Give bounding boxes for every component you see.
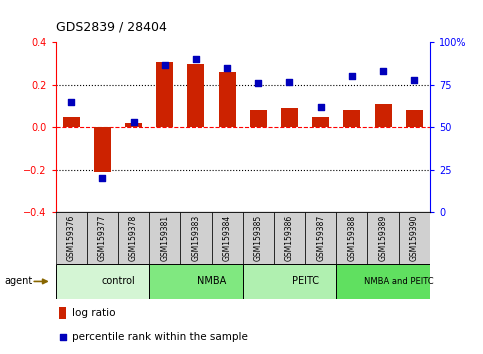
Bar bbox=[305, 212, 336, 264]
Point bbox=[67, 99, 75, 105]
Point bbox=[59, 334, 67, 340]
Bar bbox=[212, 212, 242, 264]
Text: GSM159389: GSM159389 bbox=[379, 215, 387, 261]
Text: GSM159385: GSM159385 bbox=[254, 215, 263, 261]
Point bbox=[379, 69, 387, 74]
Bar bbox=[87, 212, 118, 264]
Text: percentile rank within the sample: percentile rank within the sample bbox=[72, 332, 248, 342]
Text: GSM159384: GSM159384 bbox=[223, 215, 232, 261]
Text: GSM159381: GSM159381 bbox=[160, 215, 169, 261]
Bar bbox=[281, 108, 298, 127]
Point bbox=[161, 62, 169, 67]
Bar bbox=[94, 127, 111, 172]
Bar bbox=[218, 72, 236, 127]
Bar bbox=[118, 212, 149, 264]
Bar bbox=[180, 212, 212, 264]
Text: GSM159377: GSM159377 bbox=[98, 215, 107, 261]
Bar bbox=[125, 123, 142, 127]
Bar bbox=[56, 264, 149, 299]
Text: agent: agent bbox=[5, 276, 33, 286]
Bar bbox=[63, 117, 80, 127]
Point bbox=[99, 176, 106, 181]
Point bbox=[317, 104, 325, 110]
Bar bbox=[156, 62, 173, 127]
Bar bbox=[343, 110, 360, 127]
Bar bbox=[250, 110, 267, 127]
Point bbox=[192, 57, 200, 62]
Text: control: control bbox=[101, 276, 135, 286]
Bar bbox=[56, 212, 87, 264]
Bar bbox=[149, 264, 242, 299]
Text: NMBA and PEITC: NMBA and PEITC bbox=[364, 277, 433, 286]
Text: GSM159387: GSM159387 bbox=[316, 215, 325, 261]
Text: GSM159383: GSM159383 bbox=[191, 215, 200, 261]
Text: GDS2839 / 28404: GDS2839 / 28404 bbox=[56, 21, 167, 34]
Point bbox=[348, 74, 356, 79]
Point bbox=[223, 65, 231, 71]
Text: GSM159386: GSM159386 bbox=[285, 215, 294, 261]
Text: GSM159378: GSM159378 bbox=[129, 215, 138, 261]
Bar bbox=[312, 117, 329, 127]
Bar bbox=[374, 104, 392, 127]
Text: NMBA: NMBA bbox=[197, 276, 226, 286]
Bar bbox=[368, 212, 398, 264]
Bar bbox=[242, 212, 274, 264]
Point bbox=[411, 77, 418, 83]
Bar bbox=[187, 64, 204, 127]
Bar bbox=[149, 212, 180, 264]
Point bbox=[129, 120, 137, 125]
Point bbox=[255, 80, 262, 86]
Bar bbox=[336, 212, 368, 264]
Bar bbox=[274, 212, 305, 264]
Bar bbox=[336, 264, 430, 299]
Text: GSM159388: GSM159388 bbox=[347, 215, 356, 261]
Point bbox=[285, 79, 293, 84]
Bar bbox=[242, 264, 336, 299]
Bar bbox=[59, 307, 66, 319]
Text: log ratio: log ratio bbox=[72, 308, 116, 318]
Bar bbox=[398, 212, 430, 264]
Text: PEITC: PEITC bbox=[292, 276, 319, 286]
Text: GSM159390: GSM159390 bbox=[410, 215, 419, 261]
Bar bbox=[406, 110, 423, 127]
Text: GSM159376: GSM159376 bbox=[67, 215, 76, 261]
